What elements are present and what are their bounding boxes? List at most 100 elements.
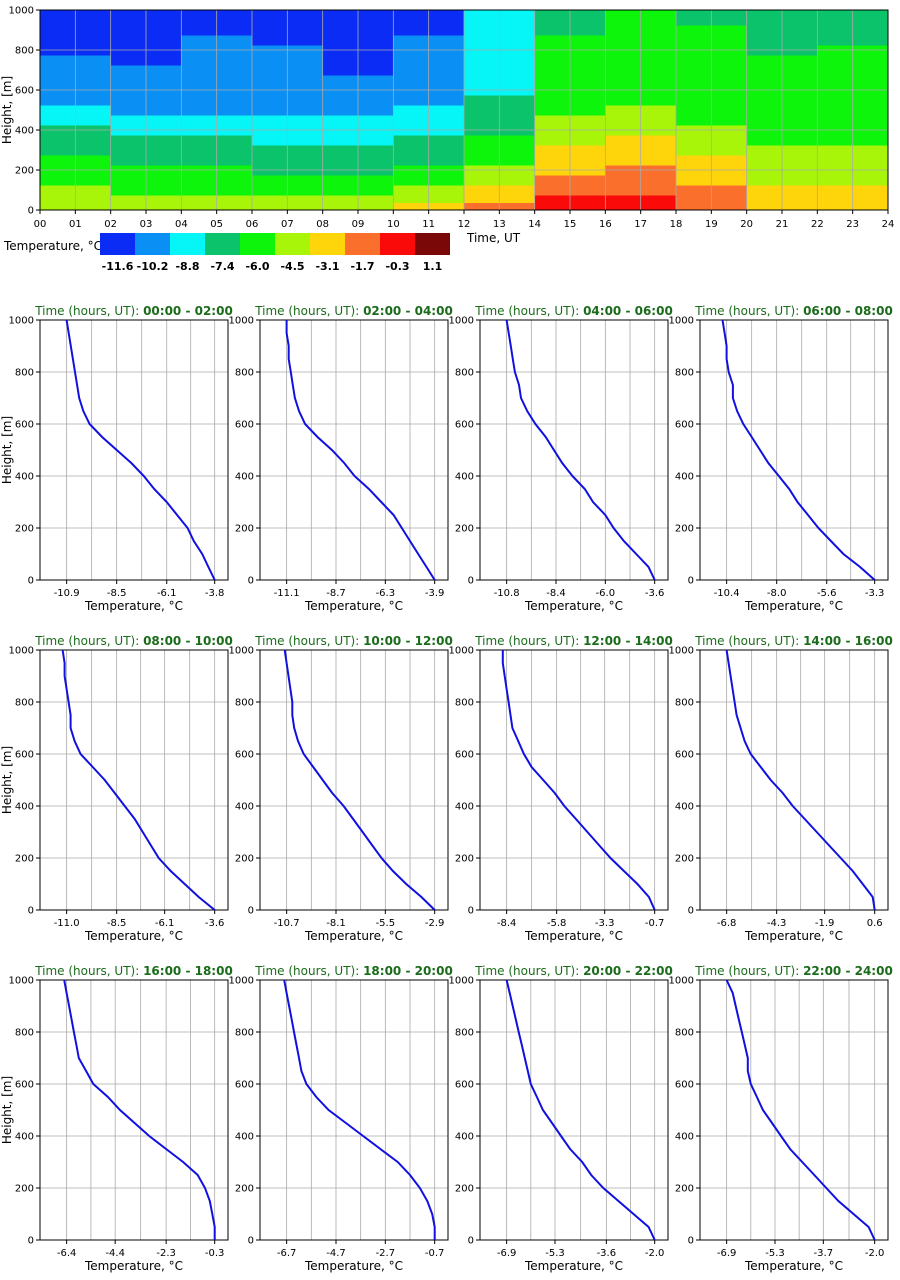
profile-ytick-label: 800 xyxy=(15,1028,34,1039)
profile-title-range: 06:00 - 08:00 xyxy=(803,304,893,318)
heatmap-xtick-label: 12 xyxy=(458,219,471,230)
profile-ytick-label: 0 xyxy=(28,1236,34,1247)
profile-ytick-label: 600 xyxy=(235,750,254,761)
profile-ytick-label: 0 xyxy=(248,576,254,587)
profile-panel: 0 200 400 600 800 1000 -6.4 -4.4 -2.3 -0.3 Time (h… xyxy=(0,964,233,1273)
temperature-profile-line xyxy=(63,979,216,1240)
colorbar-swatch xyxy=(275,233,310,255)
profile-title-prefix: Time (hours, UT): xyxy=(474,634,583,648)
heatmap-xtick-label: 14 xyxy=(528,219,541,230)
profile-ytick-label: 0 xyxy=(468,1236,474,1247)
heatmap-xtick-label: 04 xyxy=(175,219,188,230)
heatmap-xtick-label: 06 xyxy=(246,219,259,230)
profile-title: Time (hours, UT): 12:00 - 14:00 xyxy=(474,634,673,648)
profile-title-prefix: Time (hours, UT): xyxy=(694,964,803,978)
profile-xtick-label: -10.8 xyxy=(494,588,520,599)
profile-ytick-label: 800 xyxy=(235,368,254,379)
profile-ytick-label: 200 xyxy=(15,1184,34,1195)
profile-ytick-label: 0 xyxy=(688,576,694,587)
profile-ytick-label: 400 xyxy=(15,1132,34,1143)
profile-ytick-label: 1000 xyxy=(9,976,34,987)
profile-ytick-label: 600 xyxy=(15,750,34,761)
colorbar-swatch xyxy=(135,233,170,255)
profile-xtick-label: -6.3 xyxy=(376,588,396,599)
profile-xtick-label: -2.3 xyxy=(156,1248,176,1259)
colorbar-tick-label: -0.3 xyxy=(385,260,409,273)
profile-ytick-label: 400 xyxy=(455,802,474,813)
profile-xtick-label: -5.6 xyxy=(817,588,837,599)
profile-ytick-label: 600 xyxy=(675,420,694,431)
temperature-profile-line xyxy=(283,979,436,1240)
profile-title: Time (hours, UT): 00:00 - 02:00 xyxy=(34,304,233,318)
profile-frame xyxy=(39,649,229,911)
profile-ytick-label: 0 xyxy=(468,906,474,917)
profile-title-prefix: Time (hours, UT): xyxy=(34,304,143,318)
profile-ytick-label: 0 xyxy=(28,576,34,587)
heatmap-xtick-label: 07 xyxy=(281,219,294,230)
profile-ytick-label: 1000 xyxy=(669,646,694,657)
profile-ytick-label: 800 xyxy=(235,698,254,709)
profile-xtick-label: -11.1 xyxy=(274,588,300,599)
profile-xtick-label: -0.3 xyxy=(205,1248,225,1259)
heatmap-ytick-label: 200 xyxy=(15,166,34,177)
profile-ytick-label: 200 xyxy=(675,1184,694,1195)
profile-xtick-label: -2.7 xyxy=(376,1248,396,1259)
heatmap-xtick-label: 15 xyxy=(564,219,577,230)
profile-ytick-label: 0 xyxy=(468,576,474,587)
profile-frame xyxy=(699,319,889,581)
profile-xtick-label: -6.1 xyxy=(157,588,177,599)
profile-frame xyxy=(259,649,449,911)
profile-title: Time (hours, UT): 14:00 - 16:00 xyxy=(694,634,893,648)
profile-xtick-label: -5.5 xyxy=(376,918,396,929)
profile-ytick-label: 200 xyxy=(675,854,694,865)
temperature-profile-line xyxy=(285,320,436,581)
heatmap-xtick-label: 22 xyxy=(811,219,824,230)
profile-title-prefix: Time (hours, UT): xyxy=(254,964,363,978)
profile-ytick-label: 600 xyxy=(235,420,254,431)
profile-xtick-label: -8.4 xyxy=(546,588,566,599)
profile-xtick-label: 0.6 xyxy=(867,918,883,929)
profile-frame xyxy=(39,979,229,1241)
profile-xtick-label: -3.6 xyxy=(205,918,225,929)
profile-ytick-label: 400 xyxy=(675,802,694,813)
profile-xtick-label: -10.7 xyxy=(274,918,300,929)
profile-xtick-label: -8.0 xyxy=(767,588,787,599)
heatmap-frame xyxy=(39,9,889,211)
colorbar-tick-label: -10.2 xyxy=(137,260,169,273)
heatmap-xtick-label: 16 xyxy=(599,219,612,230)
profile-ytick-label: 200 xyxy=(455,524,474,535)
profile-title-prefix: Time (hours, UT): xyxy=(694,634,803,648)
profile-xlabel: Temperature, °C xyxy=(744,599,843,613)
profile-xtick-label: -6.1 xyxy=(155,918,175,929)
temperature-profile-line xyxy=(725,979,876,1241)
heatmap-xtick-label: 19 xyxy=(705,219,718,230)
profile-ytick-label: 1000 xyxy=(449,316,474,327)
colorbar-tick-label: -8.8 xyxy=(175,260,199,273)
colorbar-swatch xyxy=(380,233,415,255)
heatmap-xtick-label: 05 xyxy=(210,219,223,230)
profile-ytick-label: 600 xyxy=(675,1080,694,1091)
profile-ytick-label: 400 xyxy=(675,472,694,483)
profile-ytick-label: 400 xyxy=(455,1132,474,1143)
profile-frame xyxy=(479,649,669,911)
temperature-profile-line xyxy=(283,649,436,911)
heatmap-xtick-label: 09 xyxy=(352,219,365,230)
heatmap-xtick-label: 13 xyxy=(493,219,506,230)
temperature-profile-line xyxy=(725,649,876,911)
colorbar-swatch xyxy=(170,233,205,255)
profile-panel: 0 200 400 600 800 1000 -6.7 -4.7 -2.7 -0.7 Time (h… xyxy=(229,964,453,1273)
profile-xtick-label: -6.8 xyxy=(717,918,737,929)
colorbar-tick-label: -4.5 xyxy=(280,260,304,273)
profile-title: Time (hours, UT): 16:00 - 18:00 xyxy=(34,964,233,978)
profile-ytick-label: 800 xyxy=(675,698,694,709)
colorbar-tick-label: 1.1 xyxy=(423,260,443,273)
profile-ytick-label: 800 xyxy=(675,368,694,379)
profile-xtick-label: -5.8 xyxy=(547,918,567,929)
profile-ytick-label: 1000 xyxy=(229,646,254,657)
profile-ytick-label: 1000 xyxy=(669,316,694,327)
profile-xtick-label: -8.5 xyxy=(107,588,127,599)
profile-xtick-label: -4.4 xyxy=(105,1248,125,1259)
profile-ytick-label: 600 xyxy=(455,1080,474,1091)
